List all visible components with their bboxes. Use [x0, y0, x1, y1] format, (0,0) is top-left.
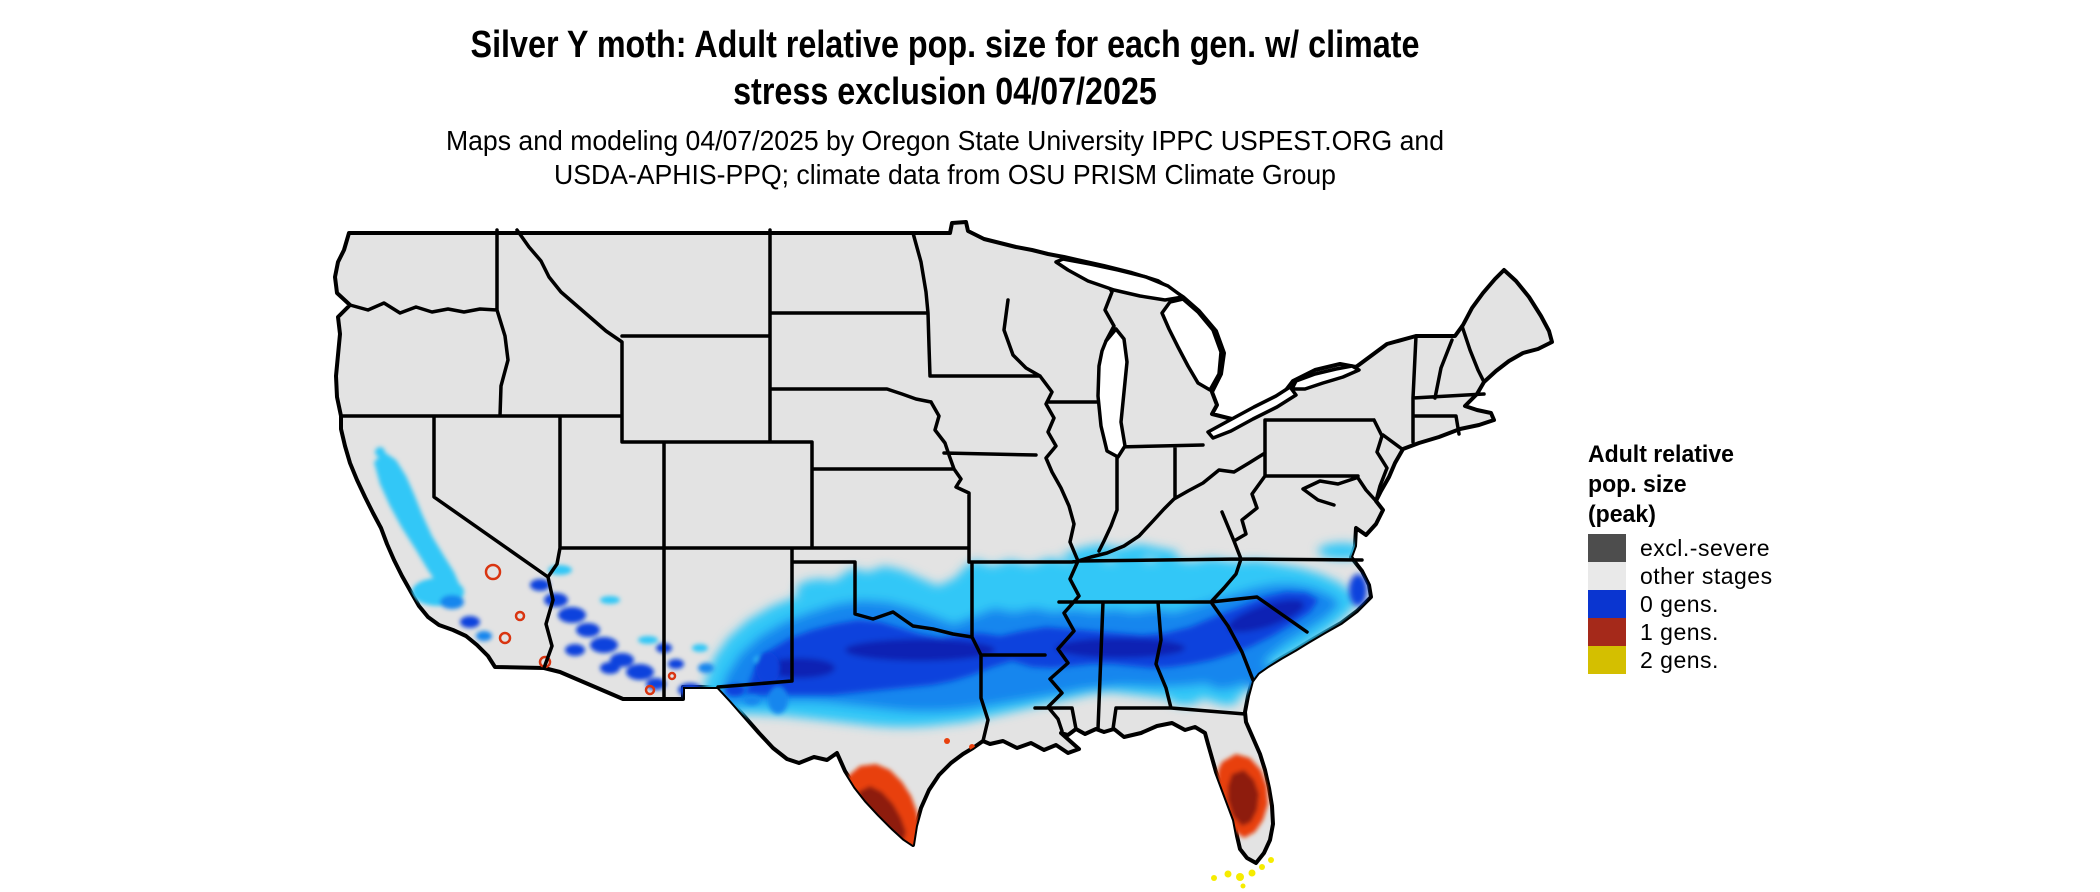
legend-title: Adult relative pop. size (peak)	[1588, 440, 1918, 530]
attribution-subtitle: Maps and modeling 04/07/2025 by Oregon S…	[145, 124, 1745, 192]
great-lakes	[1054, 257, 1361, 459]
legend-item-1-gens: 1 gens.	[1588, 618, 1918, 646]
legend-swatch-other-stages	[1588, 562, 1626, 590]
lake-michigan	[1096, 327, 1129, 459]
one-generation-zones	[840, 754, 1268, 849]
lake-superior	[1054, 257, 1185, 302]
lake-ontario	[1290, 364, 1361, 391]
legend-item-excl-severe: excl.-severe	[1588, 534, 1918, 562]
page-title: Silver Y moth: Adult relative pop. size …	[145, 22, 1745, 116]
population-overlay	[374, 447, 1367, 849]
title-line-2: stress exclusion 04/07/2025	[733, 71, 1157, 113]
legend-title-line-3: (peak)	[1588, 501, 1656, 528]
subtitle-line-2: USDA-APHIS-PPQ; climate data from OSU PR…	[554, 159, 1336, 190]
west-coast-patches	[374, 447, 788, 714]
lake-huron	[1160, 297, 1223, 392]
subtitle-line-1: Maps and modeling 04/07/2025 by Oregon S…	[445, 125, 1445, 156]
legend-item-other-stages: other stages	[1588, 562, 1918, 590]
legend: Adult relative pop. size (peak) excl.-se…	[1588, 440, 1918, 674]
state-borders	[339, 228, 1486, 743]
legend-swatch-0-gens	[1588, 590, 1626, 618]
legend-swatch-2-gens	[1588, 646, 1626, 674]
legend-swatch-excl-severe	[1588, 534, 1626, 562]
lake-erie	[1206, 385, 1298, 440]
legend-swatch-1-gens	[1588, 618, 1626, 646]
title-line-1: Silver Y moth: Adult relative pop. size …	[470, 24, 1420, 66]
legend-item-2-gens: 2 gens.	[1588, 646, 1918, 674]
legend-items: excl.-severe other stages 0 gens. 1 gens…	[1588, 534, 1918, 674]
conus-landmass	[333, 220, 1554, 865]
two-generation-zones-florida-keys	[1211, 857, 1274, 889]
legend-item-0-gens: 0 gens.	[1588, 590, 1918, 618]
legend-title-line-1: Adult relative	[1588, 441, 1734, 468]
legend-title-line-2: pop. size	[1588, 471, 1687, 498]
